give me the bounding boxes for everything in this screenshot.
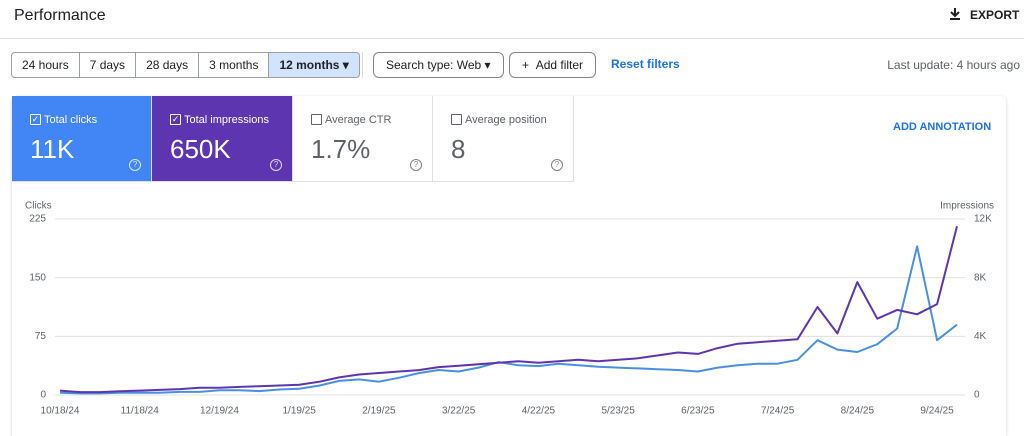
y-axis-title: Clicks (25, 201, 52, 212)
y2-tick-label: 4K (974, 331, 987, 342)
y-tick-label: 225 (29, 214, 46, 225)
series-line (59, 245, 958, 395)
range-option[interactable]: 7 days (80, 53, 137, 77)
metric-card[interactable]: Average CTR 1.7%? (293, 96, 433, 182)
range-option[interactable]: 3 months (199, 53, 270, 77)
x-tick-label: 2/19/25 (362, 406, 396, 417)
add-filter[interactable]: + Add filter (509, 52, 597, 78)
x-tick-label: 5/23/25 (601, 406, 635, 417)
x-tick-label: 10/18/24 (41, 406, 80, 417)
x-tick-label: 6/23/25 (681, 406, 715, 417)
checkbox[interactable] (311, 114, 322, 125)
x-tick-label: 11/18/24 (121, 406, 160, 417)
help-icon: ? (551, 159, 563, 171)
metric-label: Total clicks (44, 114, 98, 126)
metric-value: 8 (451, 134, 466, 164)
search-type[interactable]: Search type: Web ▾ (373, 52, 504, 78)
export-button[interactable]: EXPORT (970, 8, 1020, 22)
range-option[interactable]: 28 days (136, 53, 200, 77)
x-tick-label: 8/24/25 (841, 406, 875, 417)
y2-axis-title: Impressions (940, 201, 994, 212)
x-tick-label: 12/19/24 (200, 406, 239, 417)
range-option[interactable]: 24 hours (12, 53, 80, 77)
reset-filters[interactable]: Reset filters (611, 57, 680, 71)
metric-label: Average position (465, 114, 547, 126)
y-tick-label: 150 (29, 272, 46, 283)
range-option[interactable]: 12 months ▾ (269, 53, 359, 77)
y2-tick-label: 0 (974, 390, 980, 401)
export-icon[interactable] (948, 7, 962, 21)
divider (362, 52, 363, 78)
metric-value: 650K (170, 134, 231, 164)
metric-value: 1.7% (311, 134, 371, 164)
help-icon: ? (270, 159, 282, 171)
series-line (59, 226, 958, 394)
x-tick-label: 4/22/25 (522, 406, 556, 417)
last-update: Last update: 4 hours ago (887, 58, 1020, 72)
y-tick-label: 75 (35, 331, 47, 342)
divider (0, 38, 1024, 39)
metric-label: Total impressions (184, 114, 269, 126)
metric-label: Average CTR (325, 114, 392, 126)
y2-tick-label: 8K (974, 272, 987, 283)
help-icon: ? (410, 159, 422, 171)
x-tick-label: 1/19/25 (283, 406, 317, 417)
metric-card[interactable]: ✓ Total impressions 650K? (152, 96, 293, 182)
metric-card[interactable]: Average position 8? (433, 96, 574, 182)
search-type-label: Search type: Web (386, 58, 482, 72)
y-tick-label: 0 (40, 390, 46, 401)
page-title: Performance (14, 7, 106, 24)
x-tick-label: 3/22/25 (442, 406, 476, 417)
add-filter-label: Add filter (535, 58, 584, 72)
add-annotation[interactable]: ADD ANNOTATION (893, 121, 992, 133)
metric-value: 11K (30, 134, 75, 164)
x-tick-label: 9/24/25 (920, 406, 954, 417)
checkbox[interactable] (451, 114, 462, 125)
y2-tick-label: 12K (974, 214, 992, 225)
x-tick-label: 7/24/25 (761, 406, 795, 417)
checkbox[interactable]: ✓ (170, 114, 181, 125)
metric-card[interactable]: ✓ Total clicks 11K? (12, 96, 152, 182)
help-icon: ? (129, 159, 141, 171)
range-selector: 24 hours 7 days 28 days 3 months 12 months ▾ (11, 52, 360, 78)
checkbox[interactable]: ✓ (30, 114, 41, 125)
